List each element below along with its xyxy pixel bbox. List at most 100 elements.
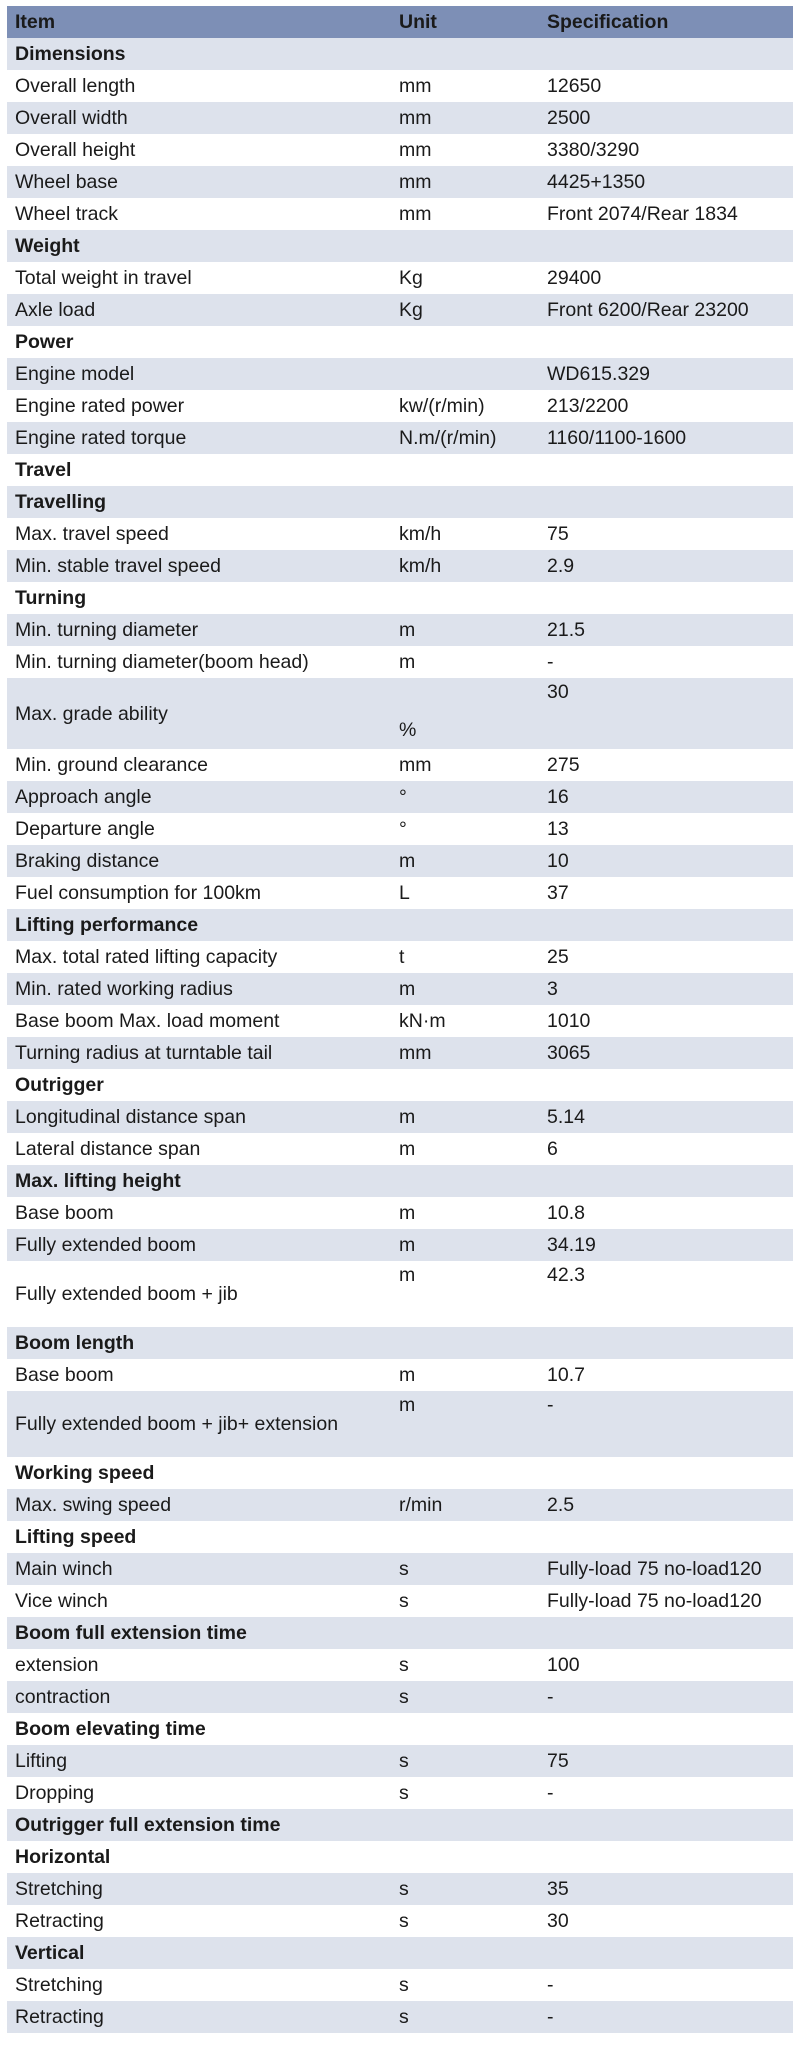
unit-cell: m xyxy=(391,973,539,1005)
unit-cell: s xyxy=(391,1969,539,2001)
unit-cell: m xyxy=(391,1391,539,1457)
table-body: Dimensions Overall length mm 12650 Overall w… xyxy=(7,38,793,2033)
section-title: Boom length xyxy=(7,1327,391,1359)
spec-value-cell xyxy=(539,230,793,262)
unit-cell: L xyxy=(391,877,539,909)
section-row: Boom length xyxy=(7,1327,793,1359)
spec-value-cell: 1160/1100-1600 xyxy=(539,422,793,454)
unit-cell: km/h xyxy=(391,518,539,550)
specification-table: Item Unit Specification Dimensions Overal… xyxy=(7,6,793,2033)
spec-value-cell: 75 xyxy=(539,1745,793,1777)
unit-cell: mm xyxy=(391,134,539,166)
table-row: Lifting s 75 xyxy=(7,1745,793,1777)
item-label: Stretching xyxy=(7,1969,391,2001)
section-title: Outrigger full extension time xyxy=(7,1809,391,1841)
unit-cell xyxy=(391,1069,539,1101)
unit-cell: % xyxy=(391,678,539,749)
table-row: Wheel base mm 4425+1350 xyxy=(7,166,793,198)
item-label: Base boom xyxy=(7,1197,391,1229)
table-row: Vice winch s Fully-load 75 no-load120 xyxy=(7,1585,793,1617)
unit-cell: m xyxy=(391,614,539,646)
unit-cell: Kg xyxy=(391,262,539,294)
item-label: Turning radius at turntable tail xyxy=(7,1037,391,1069)
spec-value-cell xyxy=(539,326,793,358)
spec-value-cell: - xyxy=(539,646,793,678)
item-label: Max. grade ability xyxy=(7,678,391,749)
spec-value-cell: 275 xyxy=(539,749,793,781)
spec-value-cell: 12650 xyxy=(539,70,793,102)
spec-value-cell: WD615.329 xyxy=(539,358,793,390)
spec-value-cell xyxy=(539,1457,793,1489)
spec-value-cell xyxy=(539,1841,793,1873)
section-row: Vertical xyxy=(7,1937,793,1969)
spec-value-cell: 5.14 xyxy=(539,1101,793,1133)
spec-value-cell xyxy=(539,582,793,614)
unit-cell xyxy=(391,486,539,518)
spec-value-cell: Fully-load 75 no-load120 xyxy=(539,1553,793,1585)
spec-value-cell: Front 2074/Rear 1834 xyxy=(539,198,793,230)
spec-value-cell: 2.5 xyxy=(539,1489,793,1521)
table-row: Approach angle ° 16 xyxy=(7,781,793,813)
spec-value-cell: 16 xyxy=(539,781,793,813)
item-label: Retracting xyxy=(7,2001,391,2033)
unit-cell: Kg xyxy=(391,294,539,326)
spec-value-cell: 10.8 xyxy=(539,1197,793,1229)
item-label: Axle load xyxy=(7,294,391,326)
section-row: Power xyxy=(7,326,793,358)
spec-value-cell: - xyxy=(539,1391,793,1457)
section-row: Lifting speed xyxy=(7,1521,793,1553)
table-row: Retracting s - xyxy=(7,2001,793,2033)
table-row: Fuel consumption for 100km L 37 xyxy=(7,877,793,909)
section-row: Max. lifting height xyxy=(7,1165,793,1197)
unit-cell: s xyxy=(391,1553,539,1585)
section-title: Turning xyxy=(7,582,391,614)
table-row: Stretching s - xyxy=(7,1969,793,2001)
section-row: Horizontal xyxy=(7,1841,793,1873)
spec-value-cell: 25 xyxy=(539,941,793,973)
unit-cell xyxy=(391,909,539,941)
spec-value-cell: 10 xyxy=(539,845,793,877)
spec-value-cell: 13 xyxy=(539,813,793,845)
unit-cell xyxy=(391,326,539,358)
unit-cell: m xyxy=(391,1261,539,1327)
spec-value-cell: 21.5 xyxy=(539,614,793,646)
spec-value-cell xyxy=(539,1617,793,1649)
table-row: Base boom m 10.8 xyxy=(7,1197,793,1229)
unit-cell xyxy=(391,358,539,390)
section-title: Max. lifting height xyxy=(7,1165,391,1197)
section-row: Travel xyxy=(7,454,793,486)
spec-value-cell: - xyxy=(539,1681,793,1713)
table-row: Retracting s 30 xyxy=(7,1905,793,1937)
unit-cell: r/min xyxy=(391,1489,539,1521)
item-label: Max. swing speed xyxy=(7,1489,391,1521)
spec-value-cell xyxy=(539,1165,793,1197)
item-label: contraction xyxy=(7,1681,391,1713)
item-label: Stretching xyxy=(7,1873,391,1905)
section-title: Travelling xyxy=(7,486,391,518)
spec-value-cell: 213/2200 xyxy=(539,390,793,422)
unit-cell: s xyxy=(391,1777,539,1809)
item-label: Longitudinal distance span xyxy=(7,1101,391,1133)
unit-cell: mm xyxy=(391,749,539,781)
item-label: Min. turning diameter(boom head) xyxy=(7,646,391,678)
header-unit: Unit xyxy=(391,6,539,38)
section-row: Boom full extension time xyxy=(7,1617,793,1649)
section-title: Boom full extension time xyxy=(7,1617,391,1649)
section-row: Turning xyxy=(7,582,793,614)
spec-value-cell: 10.7 xyxy=(539,1359,793,1391)
spec-value-cell xyxy=(539,38,793,70)
unit-cell: mm xyxy=(391,1037,539,1069)
unit-cell xyxy=(391,1809,539,1841)
item-label: Wheel base xyxy=(7,166,391,198)
table-row: Min. stable travel speed km/h 2.9 xyxy=(7,550,793,582)
spec-value-cell: 100 xyxy=(539,1649,793,1681)
table-row: Engine model WD615.329 xyxy=(7,358,793,390)
spec-value-cell xyxy=(539,1809,793,1841)
table-row: Stretching s 35 xyxy=(7,1873,793,1905)
unit-cell xyxy=(391,1457,539,1489)
item-label: Base boom xyxy=(7,1359,391,1391)
unit-cell: t xyxy=(391,941,539,973)
section-row: Outrigger xyxy=(7,1069,793,1101)
item-label: Departure angle xyxy=(7,813,391,845)
table-row: Max. total rated lifting capacity t 25 xyxy=(7,941,793,973)
